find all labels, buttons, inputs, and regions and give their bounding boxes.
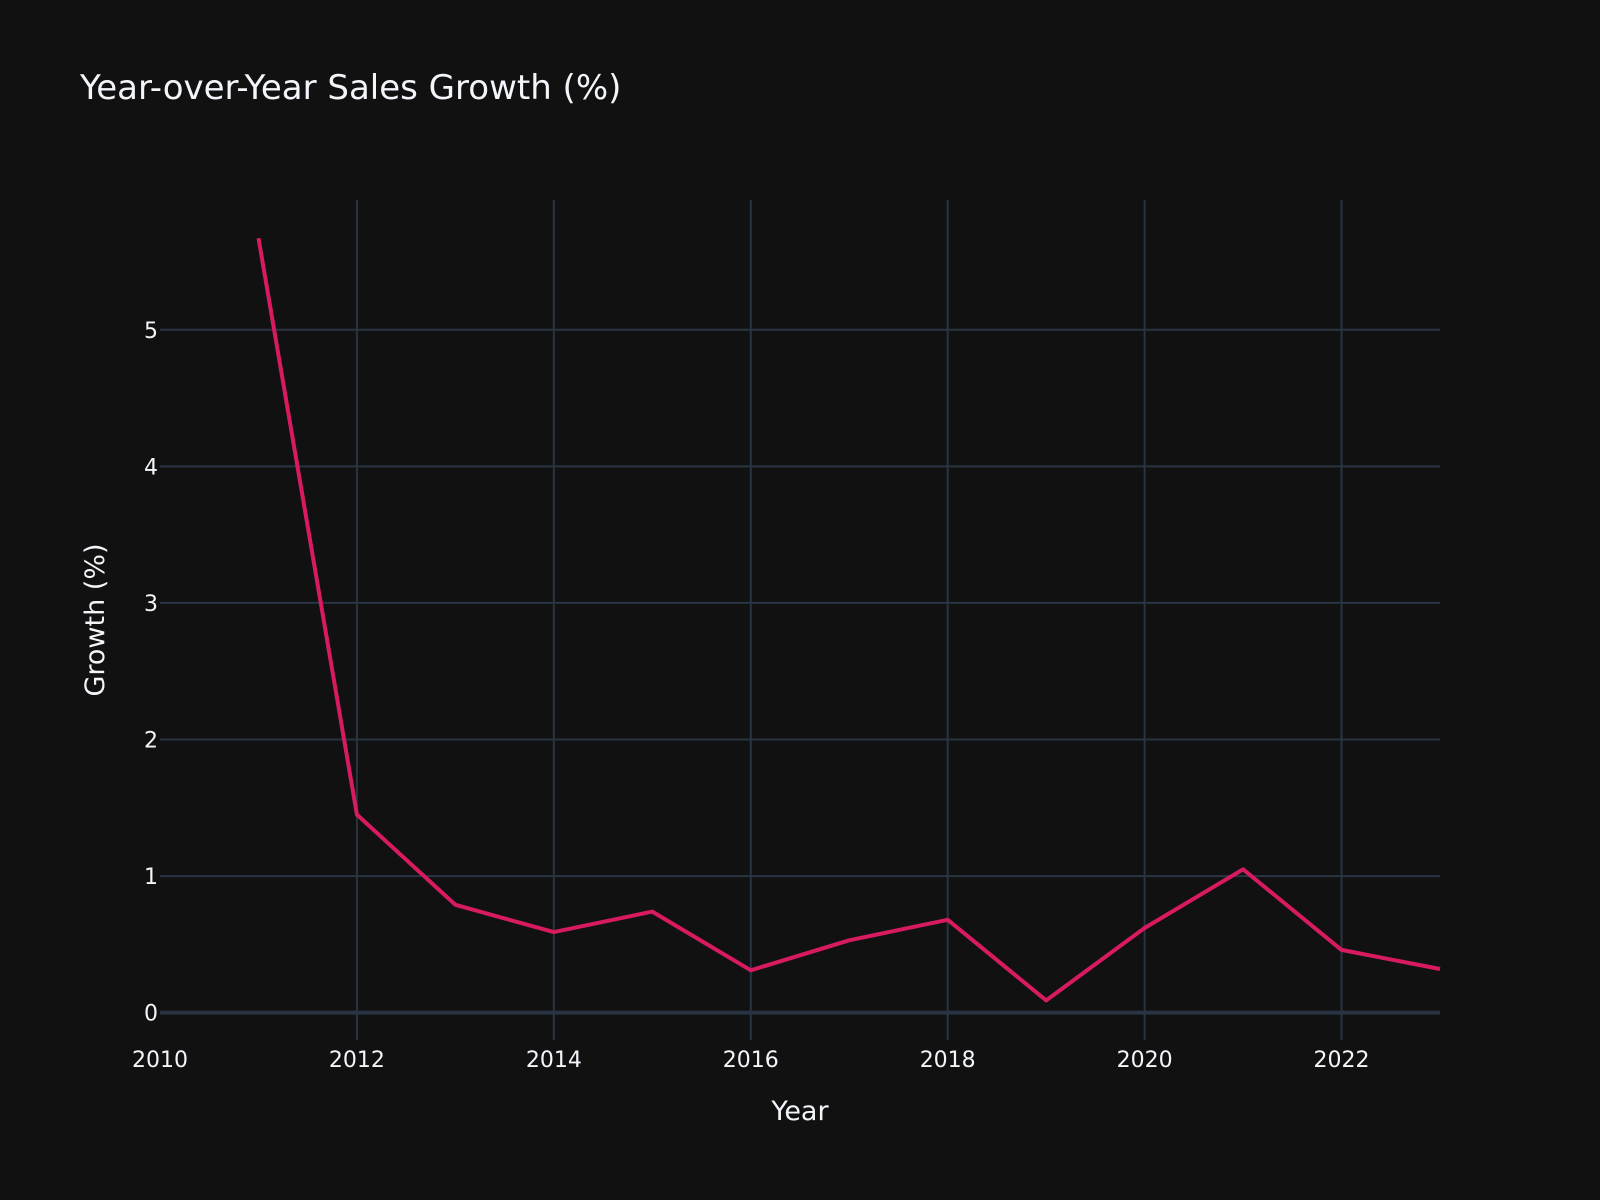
x-tick-label: 2014 [526, 1048, 582, 1073]
chart-title: Year-over-Year Sales Growth (%) [79, 68, 621, 108]
x-tick-label: 2010 [132, 1048, 188, 1073]
y-tick-label: 2 [144, 729, 158, 754]
series-group [256, 237, 1441, 1003]
x-tick-labels: 2010 2012 2014 2016 2018 2020 2022 [132, 1048, 1370, 1073]
x-tick-label: 2020 [1117, 1048, 1173, 1073]
x-axis-label: Year [770, 1096, 829, 1127]
y-tick-label: 3 [144, 592, 158, 617]
x-tick-label: 2022 [1314, 1048, 1370, 1073]
y-tick-label: 4 [144, 455, 158, 480]
x-tick-label: 2012 [329, 1048, 385, 1073]
y-tick-label: 5 [144, 319, 158, 344]
y-tick-labels: 0 1 2 3 4 5 [144, 319, 158, 1027]
series-line [256, 237, 1441, 1003]
x-tick-label: 2018 [920, 1048, 976, 1073]
y-axis-label: Growth (%) [80, 543, 111, 696]
x-tick-label: 2016 [723, 1048, 779, 1073]
y-tick-label: 1 [144, 865, 158, 890]
grid-lines [160, 200, 1440, 1040]
y-tick-label: 0 [144, 1002, 158, 1027]
